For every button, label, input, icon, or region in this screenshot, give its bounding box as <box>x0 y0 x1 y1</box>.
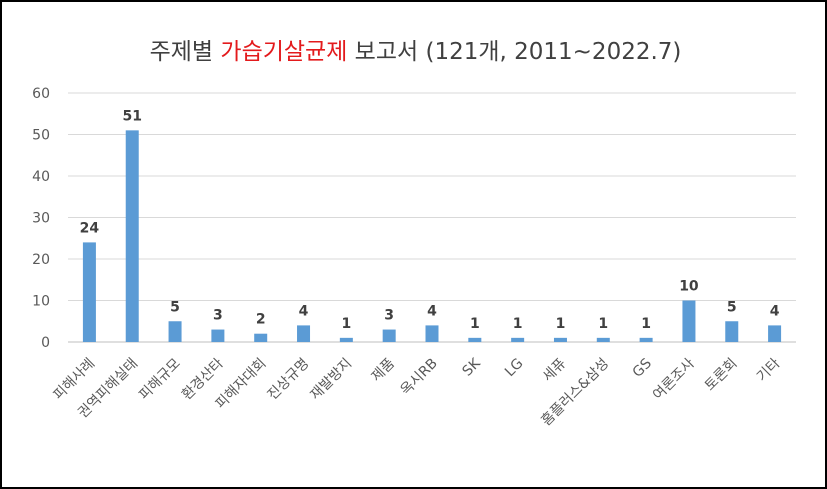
bar <box>682 300 696 342</box>
bar <box>768 325 782 342</box>
x-tick-label: 옥시RB <box>398 356 441 399</box>
bar <box>125 130 139 342</box>
data-label: 1 <box>641 316 651 332</box>
x-tick-label: LG <box>502 356 527 381</box>
data-label: 3 <box>384 308 394 324</box>
bar <box>82 242 96 342</box>
data-label: 1 <box>598 316 608 332</box>
y-tick-label: 20 <box>32 252 50 268</box>
bar <box>639 337 653 342</box>
data-label: 5 <box>727 299 737 315</box>
data-label: 1 <box>513 316 523 332</box>
data-label: 1 <box>341 316 351 332</box>
bar <box>468 337 482 342</box>
title-highlight: 가습기살균제 <box>220 39 348 65</box>
bar <box>297 325 311 342</box>
title-suffix: 보고서 (121개, 2011~2022.7) <box>347 39 682 65</box>
chart-title: 주제별 가습기살균제 보고서 (121개, 2011~2022.7) <box>2 32 827 66</box>
y-tick-label: 60 <box>32 86 50 102</box>
x-tick-label: 재발방지 <box>307 356 355 404</box>
bar <box>254 333 268 342</box>
bar <box>725 321 739 342</box>
data-label: 4 <box>299 303 309 319</box>
x-tick-label: GS <box>630 355 655 380</box>
x-tick-label: 피해규모 <box>136 355 184 403</box>
x-tick-label: 여론조사 <box>650 355 698 403</box>
y-tick-label: 10 <box>32 294 50 310</box>
data-label: 51 <box>122 108 141 124</box>
x-tick-label: 토론회 <box>702 356 741 395</box>
x-tick-label: 세퓨 <box>540 355 570 385</box>
y-tick-label: 50 <box>32 128 50 144</box>
data-label: 2 <box>256 312 266 328</box>
x-tick-label: SK <box>460 355 485 380</box>
x-tick-label: 진상규명 <box>265 356 313 404</box>
data-label: 24 <box>80 220 100 236</box>
data-label: 5 <box>170 299 180 315</box>
bar <box>553 337 567 342</box>
data-label: 4 <box>427 303 437 319</box>
x-tick-label: 제품 <box>368 355 398 385</box>
bar <box>425 325 439 342</box>
data-label: 4 <box>770 303 780 319</box>
data-label: 10 <box>679 279 699 295</box>
bar <box>596 337 610 342</box>
data-label: 1 <box>556 316 566 332</box>
bar <box>339 337 353 342</box>
y-tick-label: 30 <box>32 211 50 227</box>
bar <box>168 321 182 342</box>
title-prefix: 주제별 <box>149 39 221 65</box>
data-label: 3 <box>213 308 223 324</box>
y-tick-label: 0 <box>41 335 50 351</box>
bar <box>211 329 225 342</box>
bar <box>511 337 525 342</box>
data-label: 1 <box>470 316 480 332</box>
x-tick-label: 기타 <box>754 355 784 385</box>
y-tick-label: 40 <box>32 169 50 185</box>
bar <box>382 329 396 342</box>
